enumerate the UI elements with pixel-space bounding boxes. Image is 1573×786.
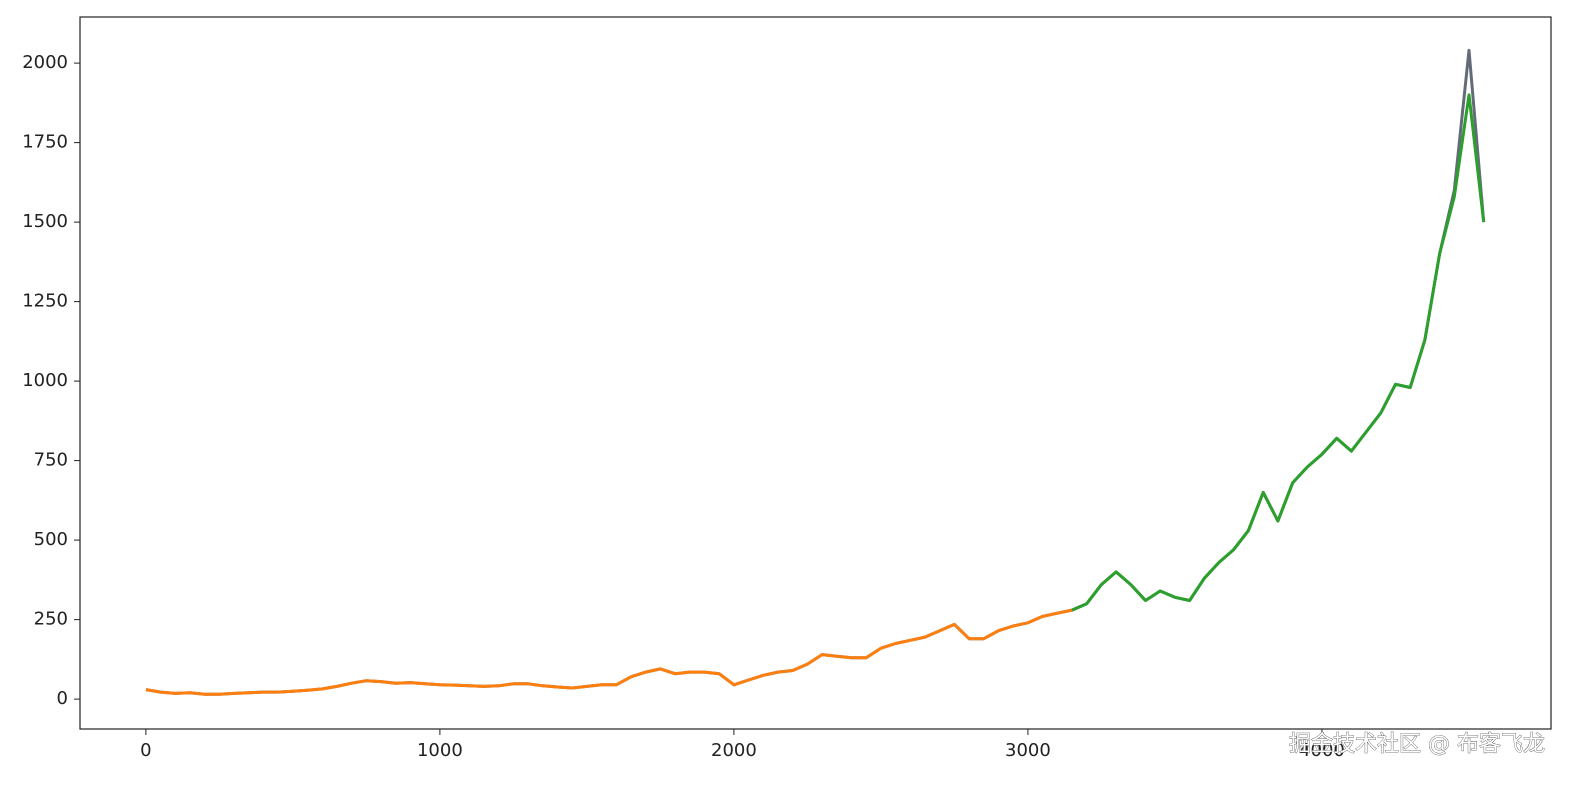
y-tick-label: 0 <box>57 688 68 709</box>
y-tick-label: 1500 <box>22 211 68 232</box>
x-tick-label: 1000 <box>417 740 463 761</box>
y-tick-label: 1250 <box>22 291 68 312</box>
x-tick-label: 3000 <box>1005 740 1051 761</box>
watermark: 掘金技术社区 @ 布客飞龙 <box>1289 732 1545 757</box>
x-tick-label: 4000 <box>1299 740 1345 761</box>
y-tick-label: 1750 <box>22 132 68 153</box>
y-tick-label: 250 <box>34 609 68 630</box>
series-line <box>145 608 1073 696</box>
series-line <box>145 48 1486 696</box>
x-tick-label: 2000 <box>711 740 757 761</box>
series-line <box>1071 93 1486 612</box>
y-tick-label: 750 <box>34 450 68 471</box>
y-tick-label: 500 <box>34 529 68 550</box>
y-tick-label: 1000 <box>22 370 68 391</box>
x-tick-label: 0 <box>140 740 151 761</box>
plot-frame <box>79 16 1552 730</box>
y-tick-label: 2000 <box>22 52 68 73</box>
